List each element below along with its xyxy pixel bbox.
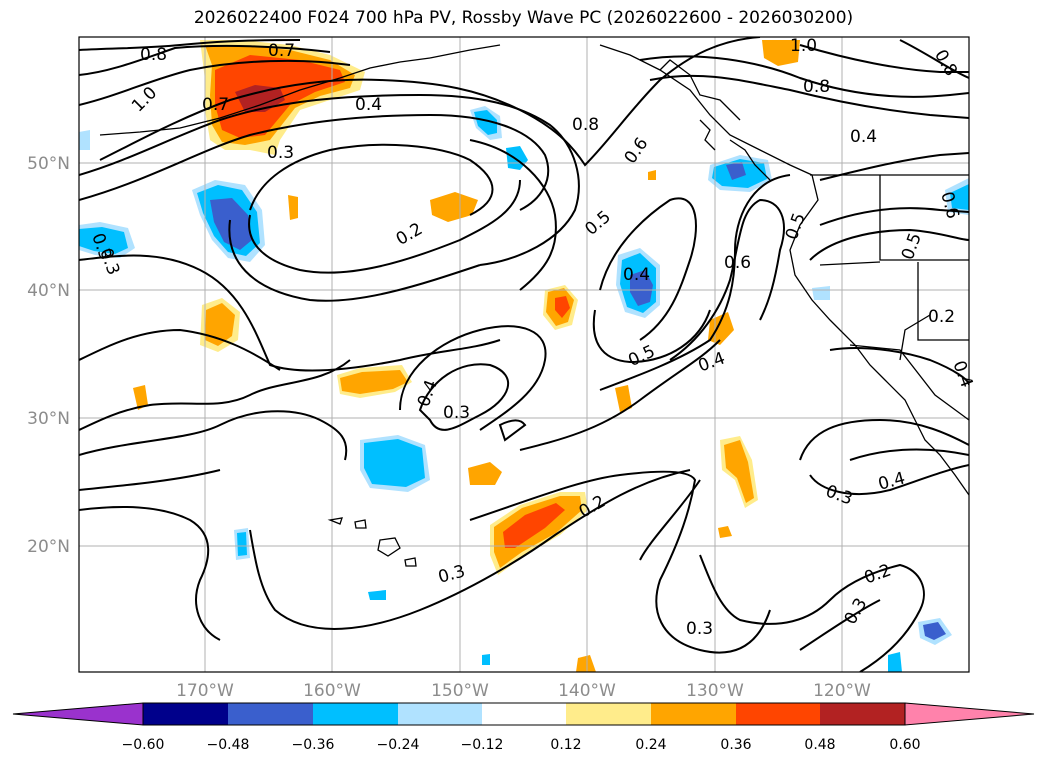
colorbar-tick: −0.36 <box>292 737 335 753</box>
colorbar-arrow-left <box>12 702 144 726</box>
contour-label: 0.3 <box>267 143 294 163</box>
colorbar-segment <box>651 703 736 725</box>
colorbar-tick: −0.12 <box>461 737 504 753</box>
lat-label: 40°N <box>27 281 70 301</box>
contour-label: 0.5 <box>898 230 926 262</box>
contour-label: 0.8 <box>930 46 961 79</box>
colorbar-segment <box>820 703 905 725</box>
contour-label: 0.7 <box>268 41 295 61</box>
lat-label: 20°N <box>27 537 70 557</box>
colorbar-segment <box>398 703 482 725</box>
shaded-anomalies <box>79 40 969 672</box>
colorbar: −0.60 −0.48 −0.36 −0.24 −0.12 0.12 0.24 … <box>12 702 1035 753</box>
contour-label: 0.8 <box>572 115 599 135</box>
positive-anomaly-aleutian <box>200 40 365 155</box>
contour-label: 0.4 <box>876 468 907 494</box>
colorbar-tick: −0.24 <box>377 737 420 753</box>
contour-label: 0.2 <box>928 307 955 327</box>
contour-label: 0.3 <box>686 619 713 639</box>
gridlines <box>79 37 969 672</box>
contour-label: 0.5 <box>625 341 658 371</box>
contour-label: 0.2 <box>393 219 426 250</box>
lon-label: 140°W <box>558 681 616 701</box>
lat-label: 50°N <box>27 154 70 174</box>
colorbar-segment <box>228 703 313 725</box>
contour-label: 0.4 <box>696 348 728 376</box>
contour-label: 0.4 <box>623 265 650 285</box>
lat-label: 30°N <box>27 409 70 429</box>
contour-label: 0.3 <box>841 595 872 628</box>
map-frame <box>78 36 970 673</box>
colorbar-tick: 0.60 <box>889 737 920 753</box>
colorbar-outline <box>142 702 906 726</box>
contour-label: 0.8 <box>803 77 830 97</box>
lon-label: 160°W <box>303 681 361 701</box>
contour-label: 0.5 <box>782 210 810 242</box>
lon-label: 170°W <box>176 681 234 701</box>
contour-label: 0.3 <box>823 481 855 509</box>
contour-label: 0.5 <box>581 207 615 240</box>
longitude-labels: 170°W 160°W 150°W 140°W 130°W 120°W <box>176 681 871 701</box>
contour-label: 0.8 <box>140 45 167 65</box>
pv-contours <box>79 37 969 672</box>
colorbar-segment <box>482 703 566 725</box>
lon-label: 150°W <box>431 681 489 701</box>
negative-anomaly-west <box>192 180 265 262</box>
map-title: 2026022400 F024 700 hPa PV, Rossby Wave … <box>193 8 854 28</box>
colorbar-segment <box>566 703 651 725</box>
negative-anomaly-far-west <box>79 222 135 258</box>
colorbar-segment <box>143 703 228 725</box>
positive-anomaly-hawaii <box>490 492 588 575</box>
contour-label: 1.0 <box>790 36 817 56</box>
colorbar-tick: 0.48 <box>804 737 835 753</box>
colorbar-tick: 0.24 <box>635 737 666 753</box>
lon-label: 120°W <box>813 681 871 701</box>
contour-label: 0.4 <box>850 127 877 147</box>
contour-label: 0.2 <box>862 560 894 588</box>
contour-label: 0.4 <box>355 95 382 115</box>
colorbar-tick: −0.60 <box>122 737 165 753</box>
colorbar-tick: −0.48 <box>207 737 250 753</box>
contour-label: 0.6 <box>724 253 751 273</box>
contour-label: 0.3 <box>443 403 470 423</box>
colorbar-tick: 0.36 <box>720 737 751 753</box>
colorbar-segment <box>313 703 398 725</box>
contour-label: 0.3 <box>436 561 467 587</box>
latitude-labels: 50°N 40°N 30°N 20°N <box>27 154 70 557</box>
colorbar-arrow-right <box>904 702 1035 726</box>
lon-label: 130°W <box>686 681 744 701</box>
contour-label: 0.4 <box>948 358 976 390</box>
contour-label: 0.7 <box>202 95 229 115</box>
colorbar-tick: 0.12 <box>550 737 581 753</box>
colorbar-segment <box>736 703 820 725</box>
